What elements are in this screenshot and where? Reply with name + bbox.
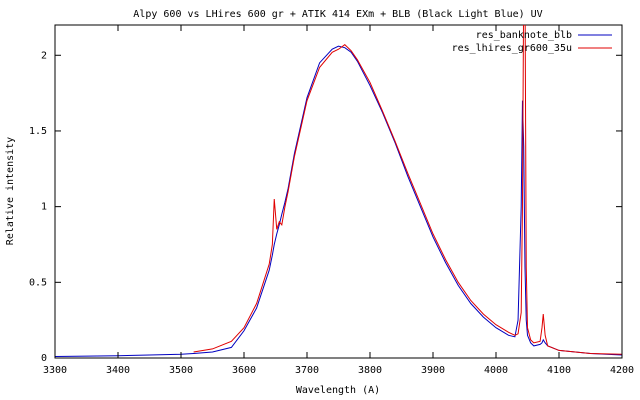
x-tick-label: 4000 [484, 365, 508, 376]
x-tick-label: 4100 [547, 365, 571, 376]
x-tick-label: 4200 [610, 365, 634, 376]
x-tick-label: 3300 [43, 365, 67, 376]
series-line [55, 45, 622, 357]
plot-area [55, 25, 622, 357]
x-tick-label: 3900 [421, 365, 445, 376]
series-line [193, 25, 622, 355]
x-axis-label: Wavelength (A) [296, 385, 380, 396]
legend-label: res_banknote_blb [476, 30, 572, 41]
chart-title: Alpy 600 vs LHires 600 gr + ATIK 414 EXm… [133, 9, 542, 20]
y-tick-label: 0.5 [29, 277, 47, 288]
x-tick-label: 3700 [295, 365, 319, 376]
x-tick-label: 3400 [106, 365, 130, 376]
y-tick-label: 1.5 [29, 126, 47, 137]
y-tick-label: 2 [41, 50, 47, 61]
x-tick-label: 3600 [232, 365, 256, 376]
x-tick-label: 3800 [358, 365, 382, 376]
y-tick-label: 1 [41, 202, 47, 213]
legend-label: res_lhires_gr600_35u [452, 43, 572, 54]
y-tick-label: 0 [41, 353, 47, 364]
x-tick-label: 3500 [169, 365, 193, 376]
plot-frame [54, 24, 623, 359]
y-axis-label: Relative intensity [5, 137, 16, 245]
